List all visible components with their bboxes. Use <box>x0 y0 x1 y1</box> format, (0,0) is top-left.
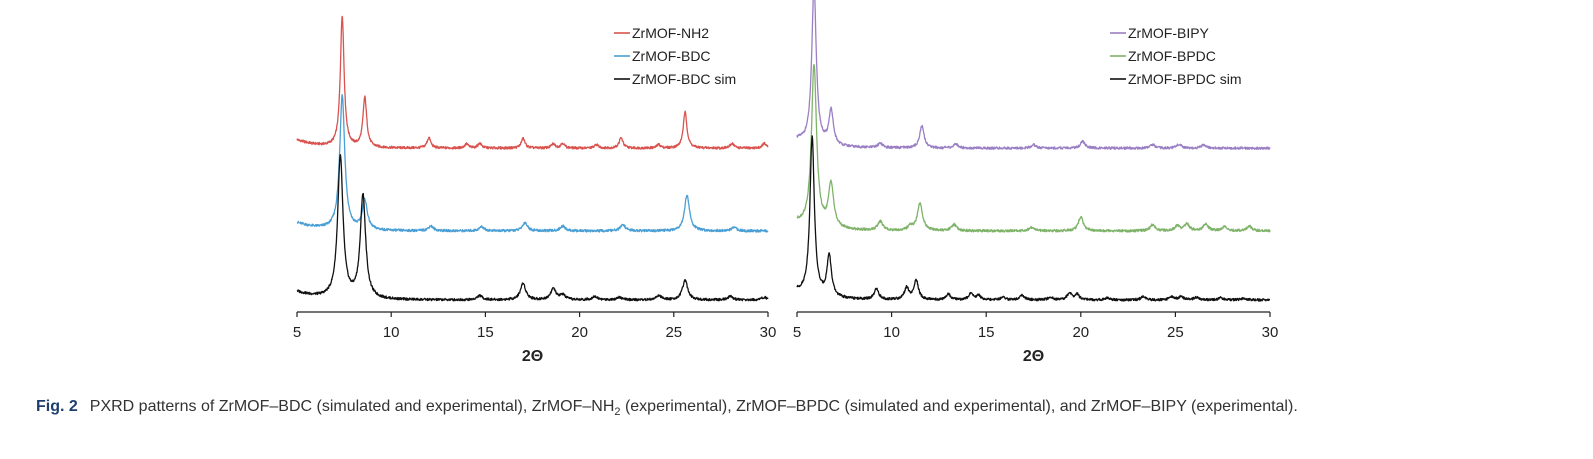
legend-label: ZrMOF-BIPY <box>1128 25 1210 41</box>
series-line-zrmof-bipy <box>796 0 1271 151</box>
caption-figure-label: Fig. 2 <box>36 398 78 415</box>
legend-label: ZrMOF-BPDC sim <box>1128 71 1242 87</box>
caption-subscript: 2 <box>614 406 621 419</box>
x-tick-label: 15 <box>477 324 494 341</box>
series-line-zrmof-bdc-sim <box>296 154 769 302</box>
x-tick-label: 5 <box>293 324 301 341</box>
x-tick-label: 25 <box>665 324 682 341</box>
right-pxrd-panel: 5 10 15 20 25 30 2Θ ZrMOF-BIPY ZrMOF-BPDC ZrMOF-B… <box>793 0 1279 365</box>
x-axis-title: 2Θ <box>522 348 543 365</box>
series-line-zrmof-bpdc-sim <box>796 135 1271 302</box>
figure-caption: Fig. 2 PXRD patterns of ZrMOF–BDC (simula… <box>36 394 1566 425</box>
legend-label: ZrMOF-NH2 <box>632 25 709 41</box>
legend-label: ZrMOF-BDC <box>632 48 711 64</box>
x-tick-label: 15 <box>978 324 995 341</box>
series-line-zrmof-bdc <box>296 94 769 233</box>
legend-label: ZrMOF-BDC sim <box>632 71 736 87</box>
x-tick-label: 30 <box>760 324 777 341</box>
caption-text-before: PXRD patterns of ZrMOF–BDC (simulated an… <box>89 398 615 415</box>
x-tick-label: 30 <box>1262 324 1279 341</box>
left-pxrd-panel: 5 10 15 20 25 30 2Θ ZrMOF-NH2 ZrMOF-BDC ZrMOF-BDC… <box>293 15 777 365</box>
legend-label: ZrMOF-BPDC <box>1128 48 1216 64</box>
x-tick-label: 10 <box>383 324 400 341</box>
pxrd-figure: 5 10 15 20 25 30 2Θ ZrMOF-NH2 ZrMOF-BDC ZrMOF-BDC… <box>293 0 1279 365</box>
x-tick-label: 5 <box>793 324 801 341</box>
x-tick-label: 25 <box>1167 324 1184 341</box>
series-line-zrmof-bpdc <box>796 64 1271 233</box>
x-tick-label: 20 <box>1072 324 1089 341</box>
x-tick-label: 20 <box>571 324 588 341</box>
x-axis-title: 2Θ <box>1023 348 1044 365</box>
x-tick-label: 10 <box>883 324 900 341</box>
series-line-zrmof-nh2 <box>296 15 769 150</box>
caption-text-after: (experimental), ZrMOF–BPDC (simulated an… <box>620 398 1298 415</box>
